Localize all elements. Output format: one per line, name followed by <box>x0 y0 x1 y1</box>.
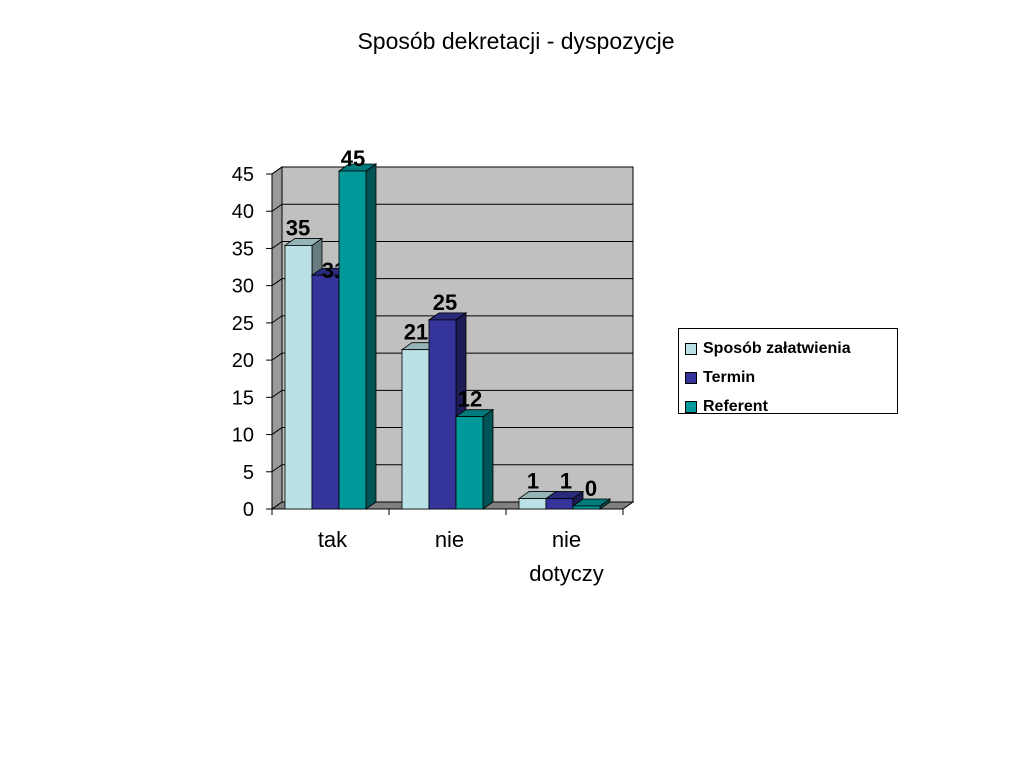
y-tick-label: 25 <box>232 313 254 335</box>
bar-Referent <box>337 163 378 510</box>
gridline <box>271 427 633 435</box>
y-tick-label: 15 <box>232 387 254 409</box>
data-label: 1 <box>560 469 572 494</box>
x-tick-label: tak <box>318 527 348 552</box>
bar <box>545 498 574 510</box>
legend: Sposób załatwienia Termin Referent <box>678 328 898 415</box>
legend-label: Termin <box>703 368 756 386</box>
x-tick-label: dotyczy <box>529 561 604 586</box>
y-tick-label: 0 <box>243 499 254 521</box>
bar-Referent <box>454 408 495 510</box>
bar <box>428 319 457 510</box>
legend-item: Sposób załatwienia <box>685 337 897 360</box>
bar <box>518 498 547 510</box>
bar-Referent <box>571 498 612 510</box>
legend-swatch <box>685 371 697 384</box>
legend-swatch <box>685 342 697 355</box>
data-label: 21 <box>404 320 428 345</box>
legend-label: Referent <box>703 397 768 415</box>
data-label: 0 <box>585 476 597 501</box>
data-label: 12 <box>458 387 482 412</box>
x-tick-label: nie <box>435 527 464 552</box>
gridline <box>271 203 633 212</box>
bar-side <box>482 408 494 510</box>
bar-side <box>365 163 377 510</box>
bar <box>338 170 367 510</box>
legend-item: Termin <box>685 366 897 389</box>
gridline <box>271 240 633 249</box>
y-tick-label: 35 <box>232 238 254 260</box>
x-tick-label: nie <box>552 527 581 552</box>
gridline <box>271 389 633 398</box>
y-tick-label: 20 <box>232 350 254 372</box>
gridline <box>271 352 633 361</box>
bar-Termin <box>427 312 468 510</box>
y-tick-label: 40 <box>232 201 254 223</box>
y-tick-label: 30 <box>232 276 254 298</box>
data-label: 35 <box>286 215 310 240</box>
data-label: 45 <box>341 146 365 171</box>
y-tick-label: 5 <box>243 462 254 484</box>
bar <box>284 245 313 510</box>
gridline <box>271 166 633 175</box>
bar <box>455 416 484 510</box>
bar <box>311 274 340 510</box>
bar <box>401 349 430 510</box>
chart-title: Sposób dekretacji - dyspozycje <box>357 28 675 54</box>
plot-side-wall <box>271 166 283 510</box>
legend-label: Sposób załatwienia <box>703 339 851 357</box>
legend-item: Referent <box>685 395 897 418</box>
gridline <box>271 278 633 287</box>
gridline <box>271 315 633 324</box>
data-label: 25 <box>433 290 457 315</box>
y-tick-label: 45 <box>232 164 254 186</box>
gridline <box>271 464 633 473</box>
legend-swatch <box>685 400 697 413</box>
y-tick-label: 10 <box>232 425 254 447</box>
bar <box>572 505 601 510</box>
data-label: 1 <box>527 469 539 494</box>
